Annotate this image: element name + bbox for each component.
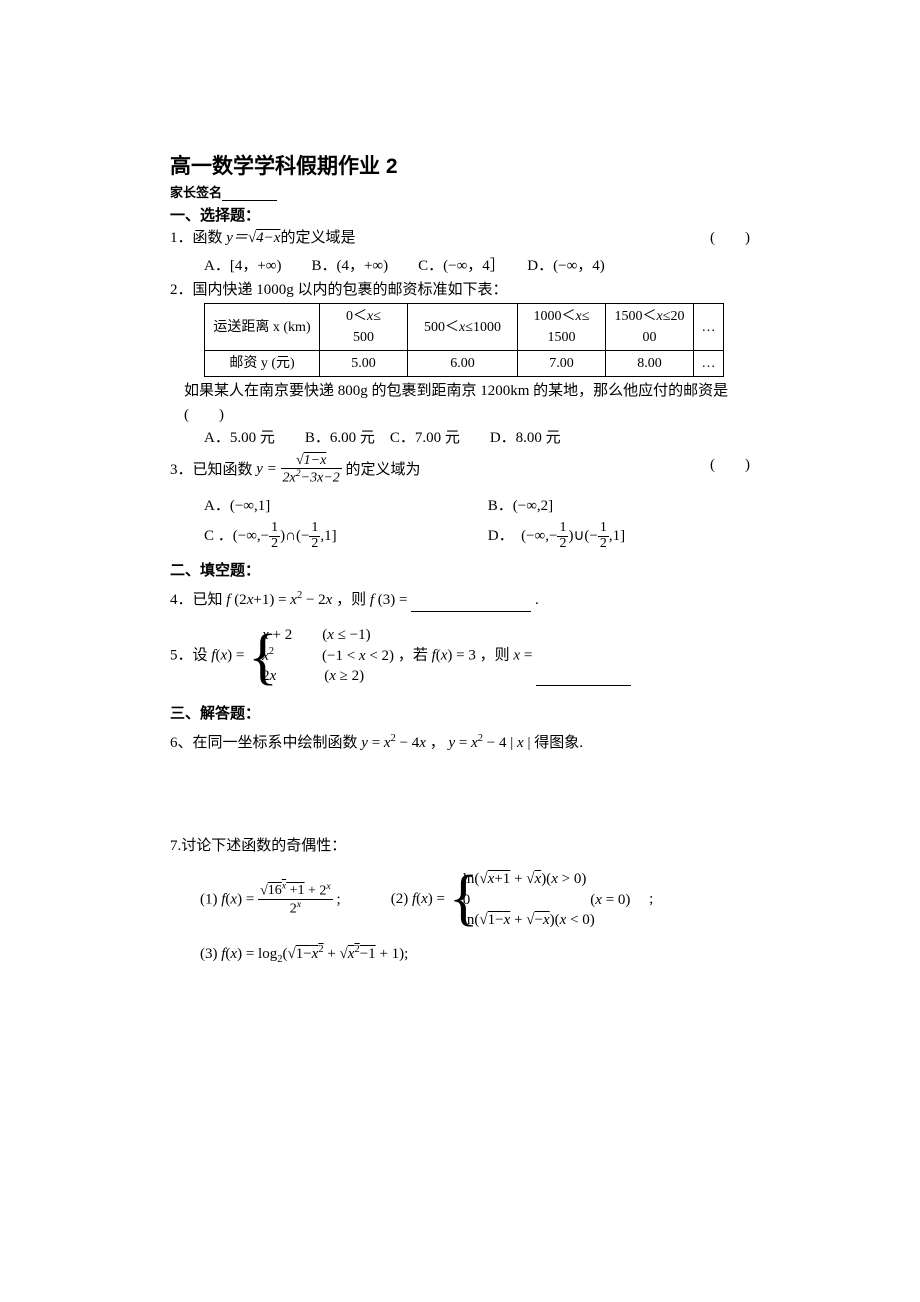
q2-table: 运送距离 x (km) 0＜x≤500 500＜x≤1000 1000＜x≤15… (204, 303, 724, 377)
q6-sep: ， (430, 735, 445, 751)
q4-f: f (2x+1) = x2 − 2x (226, 592, 332, 608)
q5-stem: 5．设 (170, 647, 211, 663)
q3-opt-a: A．(−∞,1] (204, 491, 484, 521)
td-v2: 6.00 (408, 351, 518, 377)
q6-stem: 6、在同一坐标系中绘制函数 (170, 735, 361, 751)
th-c2: 500＜x≤1000 (408, 304, 518, 351)
page-title: 高一数学学科假期作业 2 (170, 150, 750, 180)
td-v3: 7.00 (518, 351, 606, 377)
q5-mid: ，若 (398, 647, 432, 663)
th-c4: 1500＜x≤2000 (606, 304, 694, 351)
q4-end: . (535, 592, 539, 608)
signature-line: 家长签名 (170, 182, 750, 201)
question-6: 6、在同一坐标系中绘制函数 y = x2 − 4x ， y = x2 − 4 |… (170, 731, 750, 755)
q1-tail: 的定义域是 (280, 230, 355, 246)
q3-stem: 3．已知函数 (170, 461, 253, 477)
q1-func: y＝√4−x (226, 230, 280, 246)
th-fee: 邮资 y (元) (205, 351, 320, 377)
q3-func: y = √1−x2x2−3x−2 (256, 461, 342, 477)
q2-stem: 2．国内快递 1000g 以内的包裹的邮资标准如下表： (170, 279, 750, 302)
question-5: 5．设 f(x) = { x + 2(x ≤ −1) x2(−1 < x < 2… (170, 626, 750, 687)
section-1-heading: 一、选择题： (170, 204, 750, 225)
q4-mid: ，则 (336, 592, 370, 608)
td-v1: 5.00 (320, 351, 408, 377)
q2-options: A．5.00 元 B．6.00 元 C．7.00 元 D．8.00 元 (170, 427, 750, 450)
q5-blank (536, 685, 631, 686)
td-dots: … (694, 351, 724, 377)
q1-options: A．[4，+∞) B．(4，+∞) C．(−∞，4］ D．(−∞，4) (170, 254, 750, 275)
q3-opt-c: C ．(−∞,−12)∩(−12,1] (204, 521, 484, 552)
section-2-heading: 二、填空题： (170, 559, 750, 580)
table-row: 运送距离 x (km) 0＜x≤500 500＜x≤1000 1000＜x≤15… (205, 304, 724, 351)
th-c1: 0＜x≤500 (320, 304, 408, 351)
q3-options: A．(−∞,1] B．(−∞,2] C ．(−∞,−12)∩(−12,1] D．… (170, 491, 750, 552)
th-c3: 1000＜x≤1500 (518, 304, 606, 351)
q6-end: 得图象. (534, 735, 583, 751)
question-1: 1．函数 y＝√4−x的定义域是 ( ) (170, 227, 750, 250)
question-4: 4．已知 f (2x+1) = x2 − 2x ，则 f (3) = . (170, 588, 750, 612)
th-distance: 运送距离 x (km) (205, 304, 320, 351)
q5-then: ，则 (480, 647, 514, 663)
q5-eq: f(x) = 3 (432, 647, 476, 663)
section-3-heading: 三、解答题： (170, 702, 750, 723)
question-2: 2．国内快递 1000g 以内的包裹的邮资标准如下表： 运送距离 x (km) … (170, 279, 750, 450)
q5-x: x = (513, 647, 532, 663)
q5-fx: f(x) = (211, 647, 248, 663)
q6-f2: y = x2 − 4 | x | (448, 735, 530, 751)
q6-f1: y = x2 − 4x (361, 735, 426, 751)
q3-paren: ( ) (710, 454, 750, 477)
signature-label: 家长签名 (170, 185, 222, 200)
q3-opt-b: B．(−∞,2] (488, 498, 553, 514)
q1-stem: 1．函数 (170, 230, 223, 246)
q5-piecewise: { x + 2(x ≤ −1) x2(−1 < x < 2) 2x(x ≥ 2) (248, 626, 394, 687)
td-v4: 8.00 (606, 351, 694, 377)
question-3: 3．已知函数 y = √1−x2x2−3x−2 的定义域为 ( ) (170, 454, 750, 487)
q4-blank (411, 611, 531, 612)
q7-part2: (2) f(x) = { ln(√x+1 + √x)(x > 0) 0(x = … (391, 869, 654, 930)
signature-blank (222, 200, 277, 201)
q4-f3: f (3) = (370, 592, 408, 608)
q2-after: 如果某人在南京要快递 800g 的包裹到距南京 1200km 的某地，那么他应付… (170, 379, 750, 427)
q7-parts-12: (1) f(x) = √16x +1 + 2x 2x ; (2) f(x) = … (200, 869, 750, 930)
table-row: 邮资 y (元) 5.00 6.00 7.00 8.00 … (205, 351, 724, 377)
q7-part1: (1) f(x) = √16x +1 + 2x 2x ; (200, 882, 341, 918)
q7-part3: (3) f(x) = log2(√1−x2 + √x2−1 + 1); (200, 942, 750, 968)
q1-paren: ( ) (710, 227, 750, 250)
q4-stem: 4．已知 (170, 592, 226, 608)
q3-opt-d: D． (−∞,−12)∪(−12,1] (488, 528, 625, 544)
q7-stem: 7.讨论下述函数的奇偶性： (170, 835, 750, 858)
th-dots: … (694, 304, 724, 351)
question-7: 7.讨论下述函数的奇偶性： (1) f(x) = √16x +1 + 2x 2x… (170, 835, 750, 968)
q3-tail: 的定义域为 (346, 461, 421, 477)
